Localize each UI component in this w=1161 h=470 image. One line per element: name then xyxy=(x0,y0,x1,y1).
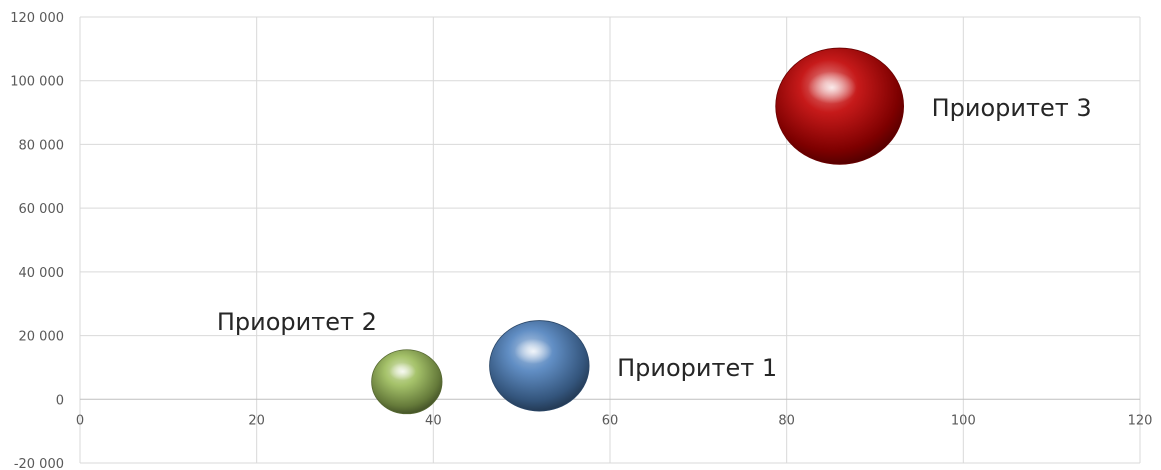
x-tick-label: 60 xyxy=(602,413,619,428)
bubble-2 xyxy=(371,349,443,415)
x-tick-label: 120 xyxy=(1128,413,1153,428)
bubble-highlight xyxy=(514,338,553,365)
x-tick-label: 80 xyxy=(778,413,795,428)
y-tick-label: -20 000 xyxy=(14,457,64,470)
bubble-label: Приоритет 3 xyxy=(932,94,1092,122)
bubble-3 xyxy=(775,47,905,165)
y-tick-label: 80 000 xyxy=(19,138,65,153)
bubble-1 xyxy=(489,320,590,412)
bubble-highlight xyxy=(389,362,416,381)
bubble-sphere xyxy=(775,47,905,165)
bubble-highlight xyxy=(807,71,857,104)
bubble-sphere xyxy=(371,349,443,415)
y-tick-label: 40 000 xyxy=(19,266,65,281)
y-tick-label: 100 000 xyxy=(10,75,64,90)
y-tick-label: 120 000 xyxy=(10,11,64,26)
x-tick-label: 40 xyxy=(425,413,442,428)
x-tick-label: 0 xyxy=(76,413,84,428)
y-tick-label: 0 xyxy=(56,393,64,408)
grid-layer xyxy=(79,16,1141,464)
x-tick-label: 20 xyxy=(248,413,265,428)
bubble-label: Приоритет 2 xyxy=(217,308,377,336)
y-tick-label: 20 000 xyxy=(19,330,65,345)
bubble-layer xyxy=(371,47,905,415)
bubble-label: Приоритет 1 xyxy=(617,354,777,382)
x-tick-label: 100 xyxy=(951,413,976,428)
bubble-sphere xyxy=(489,320,590,412)
axis-layer: 0 20 40 60 80 100 120 -20 000 0 20 000 40 000 60 00… xyxy=(10,11,1152,470)
y-tick-label: 60 000 xyxy=(19,202,65,217)
label-layer: Приоритет 1 Приоритет 2 Приоритет 3 xyxy=(217,94,1092,382)
